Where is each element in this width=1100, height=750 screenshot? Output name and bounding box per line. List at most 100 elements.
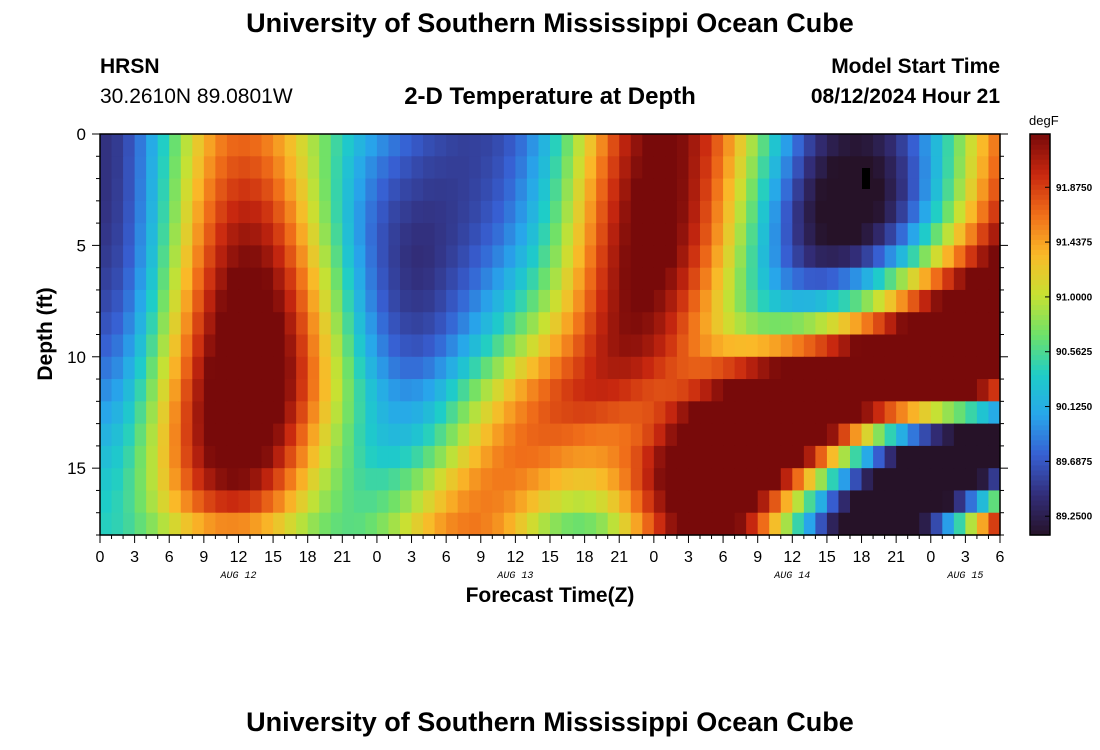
heatmap-cell: [642, 401, 655, 425]
heatmap-cell: [353, 156, 366, 180]
heatmap-cell: [492, 245, 505, 269]
heatmap-cell: [480, 468, 493, 492]
heatmap-cell: [907, 379, 920, 402]
heatmap-cell: [573, 312, 586, 336]
heatmap-cell: [515, 356, 528, 380]
heatmap-cell: [896, 178, 909, 202]
heatmap-cell: [780, 178, 793, 202]
heatmap-cell: [238, 379, 251, 402]
heatmap-cell: [619, 379, 632, 402]
heatmap-cell: [388, 423, 401, 447]
heatmap-cell: [850, 134, 863, 157]
heatmap-cell: [942, 312, 955, 336]
heatmap-cell: [180, 289, 193, 313]
heatmap-cell: [284, 445, 297, 469]
heatmap-cell: [919, 401, 932, 425]
heatmap-cell: [515, 312, 528, 336]
heatmap-cell: [850, 401, 863, 425]
heatmap-cell: [134, 334, 147, 358]
heatmap-cell: [838, 200, 851, 224]
heatmap-cell: [434, 178, 447, 202]
heatmap-cell: [526, 223, 540, 246]
heatmap-cell: [146, 223, 159, 246]
heatmap-cell: [919, 468, 932, 492]
heatmap-cell: [942, 178, 955, 202]
x-tick-label: 3: [407, 549, 416, 566]
heatmap-cell: [296, 490, 309, 514]
heatmap-cell: [423, 468, 436, 492]
heatmap-cell: [319, 289, 332, 313]
heatmap-cell: [111, 490, 124, 514]
heatmap-cell: [700, 334, 713, 358]
heatmap-cell: [723, 490, 736, 514]
colorbar-segment: [1030, 384, 1050, 391]
heatmap-cell: [376, 334, 390, 358]
heatmap-cell: [826, 134, 840, 157]
heatmap-cell: [203, 512, 216, 536]
heatmap-cell: [734, 156, 747, 180]
heatmap-cell: [296, 156, 309, 180]
heatmap-cell: [330, 490, 343, 514]
heatmap-cell: [700, 245, 713, 269]
heatmap-cell: [526, 245, 540, 269]
heatmap-cell: [676, 267, 690, 291]
heatmap-cell: [469, 178, 482, 202]
heatmap-cell: [907, 289, 920, 313]
heatmap-cell: [446, 445, 459, 469]
heatmap-cell: [526, 178, 540, 202]
heatmap-cell: [330, 445, 343, 469]
heatmap-cell: [388, 445, 401, 469]
heatmap-cell: [411, 379, 424, 402]
heatmap-cell: [215, 267, 228, 291]
heatmap-cell: [226, 312, 240, 336]
heatmap-cell: [873, 334, 886, 358]
heatmap-cell: [238, 423, 251, 447]
heatmap-cell: [261, 490, 274, 514]
heatmap-cell: [492, 156, 505, 180]
heatmap-cell: [538, 134, 551, 157]
heatmap-cell: [976, 267, 990, 291]
heatmap-cell: [446, 468, 459, 492]
heatmap-cell: [376, 356, 390, 380]
heatmap-cell: [919, 267, 932, 291]
heatmap-cell: [792, 245, 805, 269]
heatmap-cell: [192, 490, 205, 514]
heatmap-cell: [146, 267, 159, 291]
heatmap-cell: [642, 267, 655, 291]
heatmap-cell: [850, 245, 863, 269]
heatmap-cell: [526, 401, 540, 425]
heatmap-cell: [619, 267, 632, 291]
heatmap-cell: [123, 178, 136, 202]
heatmap-cell: [896, 156, 909, 180]
heatmap-cell: [676, 200, 690, 224]
heatmap-cell: [238, 156, 251, 180]
heatmap-cell: [169, 512, 182, 536]
heatmap-cell: [169, 156, 182, 180]
heatmap-cell: [376, 267, 390, 291]
heatmap-cell: [988, 379, 1001, 402]
heatmap-cell: [111, 401, 124, 425]
heatmap-cell: [203, 334, 216, 358]
heatmap-cell: [446, 134, 459, 157]
heatmap-cell: [538, 223, 551, 246]
heatmap-cell: [307, 334, 320, 358]
heatmap-cell: [919, 512, 932, 536]
heatmap-cell: [192, 356, 205, 380]
heatmap-cell: [803, 334, 816, 358]
heatmap-cell: [353, 379, 366, 402]
heatmap-cell: [711, 445, 724, 469]
heatmap-cell: [826, 200, 840, 224]
heatmap-cell: [365, 356, 378, 380]
heatmap-cell: [792, 490, 805, 514]
heatmap-cell: [919, 156, 932, 180]
heatmap-cell: [803, 468, 816, 492]
heatmap-cell: [688, 334, 701, 358]
heatmap-cell: [688, 200, 701, 224]
heatmap-cell: [457, 334, 470, 358]
heatmap-cell: [815, 200, 828, 224]
heatmap-cell: [838, 312, 851, 336]
heatmap-cell: [307, 223, 320, 246]
heatmap-cell: [157, 289, 170, 313]
colorbar-segment: [1030, 464, 1050, 471]
heatmap-cell: [192, 423, 205, 447]
